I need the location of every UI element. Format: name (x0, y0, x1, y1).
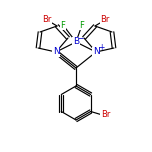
Text: Br: Br (100, 16, 110, 24)
Text: N: N (93, 47, 99, 57)
Text: −: − (77, 35, 83, 43)
Text: F: F (60, 21, 66, 29)
Text: F: F (79, 21, 85, 29)
Text: +: + (98, 43, 104, 52)
Text: N: N (53, 47, 59, 57)
Text: Br: Br (42, 16, 52, 24)
Text: Br: Br (101, 110, 110, 119)
Text: B: B (73, 38, 79, 47)
